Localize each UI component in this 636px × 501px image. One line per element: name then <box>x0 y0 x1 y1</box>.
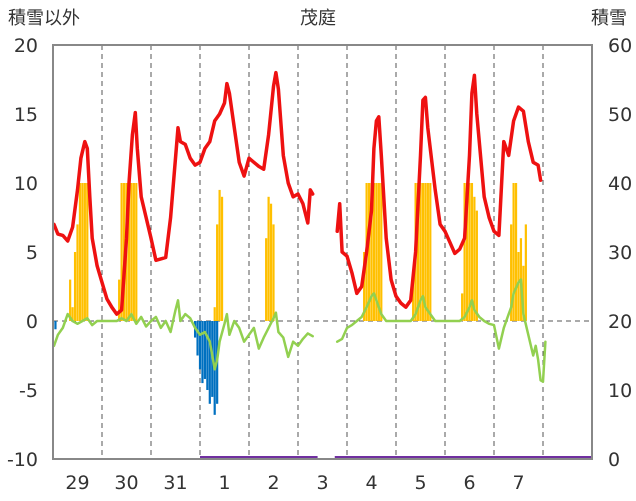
bar <box>218 189 221 321</box>
bar <box>416 183 420 321</box>
bar <box>132 183 135 321</box>
bar <box>86 183 89 321</box>
bar <box>429 183 432 321</box>
bar <box>419 183 422 321</box>
bar <box>265 238 268 321</box>
right-tick-label: 0 <box>608 449 620 471</box>
series-line <box>52 299 314 371</box>
left-axis-ticks: -10 -5 0 5 10 15 20 <box>7 35 38 471</box>
bar <box>78 183 82 321</box>
right-tick-label: 10 <box>608 380 632 402</box>
bar <box>127 183 131 321</box>
bar <box>517 252 520 321</box>
left-tick-label: 0 <box>26 311 38 333</box>
bar <box>367 183 371 321</box>
bar <box>380 183 383 321</box>
bar <box>71 307 74 321</box>
grid-lines <box>53 45 592 459</box>
bar <box>81 183 84 321</box>
left-axis-title: 積雪以外 <box>8 8 80 29</box>
bar <box>267 196 270 321</box>
right-tick-label: 30 <box>608 242 632 264</box>
bar <box>120 183 123 321</box>
bar <box>135 183 138 321</box>
right-tick-label: 60 <box>608 35 632 57</box>
left-tick-label: 5 <box>26 242 38 264</box>
bar <box>512 183 515 321</box>
bar <box>76 224 79 321</box>
left-tick-label: -5 <box>19 380 38 402</box>
x-day-label: 3 <box>316 472 328 494</box>
series-line <box>335 278 547 383</box>
line-series <box>52 70 547 383</box>
bar <box>206 321 209 390</box>
x-day-label: 4 <box>365 472 377 494</box>
bar <box>272 224 275 321</box>
bar <box>463 183 466 321</box>
bar <box>514 183 518 321</box>
bar <box>208 321 211 404</box>
bar <box>198 321 202 370</box>
bar <box>216 224 219 321</box>
x-day-label: 6 <box>463 472 475 494</box>
left-tick-label: 15 <box>14 104 38 126</box>
bar <box>73 252 77 321</box>
plot-frame <box>52 44 593 460</box>
bottom-band-bar <box>334 456 592 459</box>
x-day-label: 30 <box>114 472 138 494</box>
bar <box>118 279 121 321</box>
left-tick-label: -10 <box>7 449 38 471</box>
bar <box>83 183 86 321</box>
bar <box>203 321 207 379</box>
bar <box>424 183 427 321</box>
bar <box>468 183 471 321</box>
bar <box>461 293 464 321</box>
bar <box>220 196 224 321</box>
bottom-band-bar <box>200 456 318 459</box>
left-tick-label: 20 <box>14 35 38 57</box>
bar <box>130 183 133 321</box>
bar <box>363 252 366 321</box>
series-line <box>52 70 315 316</box>
bar <box>201 321 204 384</box>
x-day-label: 31 <box>163 472 187 494</box>
bar <box>377 183 380 321</box>
bar <box>412 279 415 321</box>
x-day-label: 7 <box>512 472 524 494</box>
x-day-label: 2 <box>267 472 279 494</box>
bar <box>522 265 525 321</box>
bar <box>524 224 527 321</box>
bar <box>54 321 57 330</box>
bar <box>375 183 378 321</box>
right-axis-ticks: 0 10 20 30 40 50 60 <box>608 35 632 471</box>
bar <box>473 196 476 321</box>
left-tick-label: 10 <box>14 173 38 195</box>
series-line <box>335 73 543 309</box>
bar <box>465 183 469 321</box>
bar <box>372 183 376 321</box>
right-tick-label: 40 <box>608 173 632 195</box>
x-axis-day-labels: 29 30 31 1 2 3 4 5 6 7 <box>65 472 524 494</box>
right-axis-title: 積雪 <box>591 8 627 29</box>
x-day-label: 5 <box>414 472 426 494</box>
chart-title: 茂庭 <box>300 8 336 29</box>
bar <box>370 183 373 321</box>
bar <box>421 183 425 321</box>
bar <box>196 321 199 356</box>
bar <box>510 224 513 321</box>
x-day-label: 29 <box>65 472 89 494</box>
bar <box>69 279 72 321</box>
bar <box>426 183 429 321</box>
right-tick-label: 50 <box>608 104 632 126</box>
bar <box>213 307 216 321</box>
bar <box>475 210 478 321</box>
bar <box>470 183 474 321</box>
right-tick-label: 20 <box>608 311 632 333</box>
x-day-label: 1 <box>218 472 230 494</box>
bar <box>269 203 273 321</box>
